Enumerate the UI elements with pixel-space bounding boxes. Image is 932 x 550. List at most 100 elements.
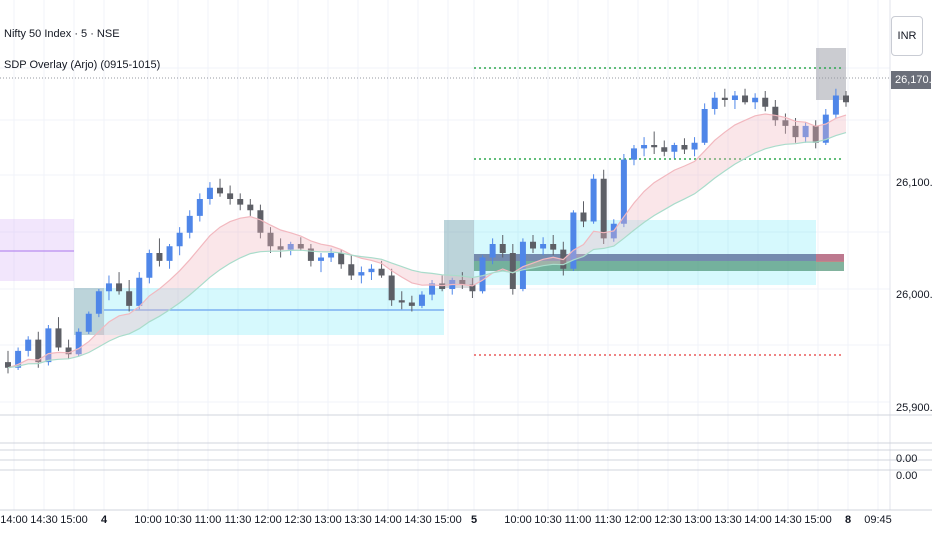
range-box-day4 <box>74 288 444 335</box>
candle-body <box>378 268 385 276</box>
candle-body <box>671 145 678 152</box>
candle-body <box>338 253 345 265</box>
candle-body <box>651 145 658 148</box>
candle-body <box>701 109 708 143</box>
time-axis-label: 14:30 <box>774 514 802 526</box>
candle-body <box>812 125 819 143</box>
time-axis-label: 15:00 <box>60 514 88 526</box>
candle-body <box>600 178 607 239</box>
time-axis-label: 13:30 <box>714 514 742 526</box>
candle-body <box>277 246 284 250</box>
candle-body <box>752 97 759 103</box>
candle-body <box>85 313 92 332</box>
candle-body <box>580 212 587 222</box>
candle-body <box>418 294 425 306</box>
time-axis-label: 14:00 <box>744 514 772 526</box>
time-axis-label: 12:30 <box>284 514 312 526</box>
candle-body <box>519 241 526 289</box>
candle-body <box>620 159 627 224</box>
subpane-label: 0.00 <box>896 453 918 465</box>
level-band-blue <box>474 254 844 261</box>
candle-body <box>499 244 506 253</box>
candle-body <box>822 114 829 143</box>
candle-body <box>206 187 213 199</box>
time-axis-label: 8 <box>844 514 852 526</box>
candle-body <box>530 241 537 249</box>
candle-body <box>196 199 203 216</box>
ema-ribbon <box>8 114 846 368</box>
candle-body <box>469 284 476 292</box>
symbol-title: Nifty 50 Index · 5 · NSE <box>4 28 120 40</box>
time-axis-label: 14:30 <box>30 514 58 526</box>
candle-body <box>691 142 698 150</box>
candle-body <box>358 272 365 276</box>
time-axis-label: 11:30 <box>594 514 622 526</box>
candle-body <box>711 97 718 109</box>
time-axis-label: 13:00 <box>684 514 712 526</box>
time-axis-label: 13:30 <box>344 514 372 526</box>
time-axis-label: 11:30 <box>224 514 252 526</box>
candle-body <box>156 253 163 261</box>
candle-body <box>237 199 244 205</box>
range-box-day5 <box>444 220 816 285</box>
time-axis-label: 4 <box>100 514 108 526</box>
time-axis-label: 12:30 <box>654 514 682 526</box>
level-band-red <box>816 254 844 262</box>
candle-body <box>509 253 516 289</box>
candle-body <box>570 212 577 269</box>
candle-body <box>328 253 335 258</box>
candle-body <box>408 302 415 306</box>
candle-body <box>550 244 557 250</box>
time-axis-label: 10:00 <box>504 514 532 526</box>
time-axis-label: 10:30 <box>164 514 192 526</box>
candle-body <box>176 232 183 247</box>
time-axis-label: 15:00 <box>804 514 832 526</box>
time-axis-label: 12:00 <box>254 514 282 526</box>
candle-body <box>429 283 436 295</box>
candle-body <box>267 232 274 247</box>
candle-body <box>227 193 234 199</box>
price-label: 25,900.00 <box>896 402 932 414</box>
candle-body <box>368 268 375 273</box>
candle-body <box>348 264 355 276</box>
time-axis-label: 14:30 <box>404 514 432 526</box>
candle-body <box>45 328 52 363</box>
candle-body <box>287 244 294 250</box>
candle-body <box>307 248 314 261</box>
ema-slow-line <box>7 132 847 369</box>
time-axis-label: 14:00 <box>374 514 402 526</box>
subpane-label: 0.00 <box>896 470 918 482</box>
candle-body <box>75 331 82 355</box>
candle-body <box>186 215 193 233</box>
time-axis-label: 14:00 <box>0 514 28 526</box>
ema-fast-line <box>7 113 847 369</box>
candle-body <box>105 283 112 292</box>
price-label: 26,100.00 <box>896 177 932 189</box>
time-axis-label: 09:45 <box>864 514 892 526</box>
candle-body <box>762 97 769 107</box>
candle-body <box>630 148 637 160</box>
candle-body <box>297 244 304 249</box>
opening-box-day8 <box>816 48 846 100</box>
candle-body <box>489 244 496 258</box>
candle-body <box>590 178 597 222</box>
time-axis-label: 11:00 <box>194 514 222 526</box>
time-axis-label: 12:00 <box>624 514 652 526</box>
candle-body <box>792 125 799 138</box>
candle-body <box>782 120 789 126</box>
currency-button[interactable]: INR <box>891 16 923 56</box>
candle-body <box>459 280 466 285</box>
indicator-title: SDP Overlay (Arjo) (0915-1015) <box>4 59 161 71</box>
candle-body <box>257 210 264 233</box>
candle-body <box>136 277 143 306</box>
candle-body <box>166 246 173 261</box>
candle-body <box>742 95 749 103</box>
candle-body <box>398 300 405 303</box>
candle-body <box>317 257 324 261</box>
candle-body <box>479 257 486 292</box>
candle-body <box>843 95 849 103</box>
time-axis-label: 5 <box>470 514 478 526</box>
time-axis-label: 15:00 <box>434 514 462 526</box>
candle-body <box>661 147 668 152</box>
